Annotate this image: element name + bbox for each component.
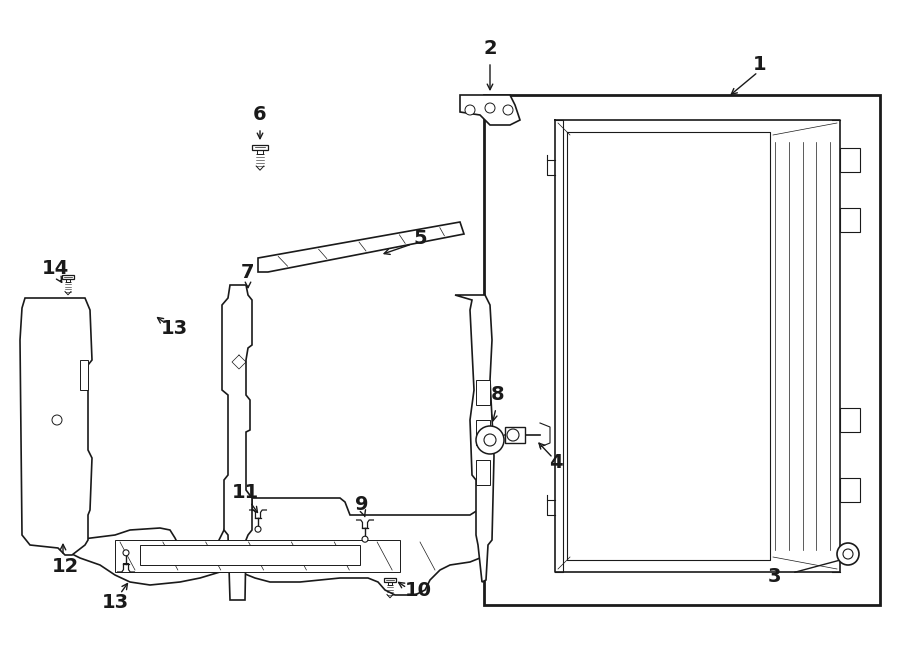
Bar xyxy=(140,545,360,565)
Text: 11: 11 xyxy=(231,483,258,502)
Text: 8: 8 xyxy=(491,385,505,404)
Bar xyxy=(252,145,267,150)
Circle shape xyxy=(837,543,859,565)
Circle shape xyxy=(484,434,496,446)
Circle shape xyxy=(123,550,129,556)
Text: 10: 10 xyxy=(404,581,431,600)
Text: 6: 6 xyxy=(253,105,266,124)
Bar xyxy=(840,148,860,172)
Circle shape xyxy=(465,105,475,115)
Circle shape xyxy=(255,526,261,532)
Text: 1: 1 xyxy=(753,56,767,75)
Text: 2: 2 xyxy=(483,38,497,58)
Circle shape xyxy=(503,105,513,115)
Polygon shape xyxy=(460,95,520,125)
Bar xyxy=(484,95,880,605)
Circle shape xyxy=(52,415,62,425)
Bar xyxy=(505,427,525,443)
Text: 12: 12 xyxy=(51,557,78,575)
Polygon shape xyxy=(222,285,252,600)
Text: 13: 13 xyxy=(102,592,129,612)
Polygon shape xyxy=(455,295,494,582)
Circle shape xyxy=(843,549,853,559)
Circle shape xyxy=(485,103,495,113)
Circle shape xyxy=(507,429,519,441)
Polygon shape xyxy=(20,298,92,555)
Bar xyxy=(384,578,396,582)
Text: 5: 5 xyxy=(413,228,427,248)
Circle shape xyxy=(476,426,504,454)
Bar xyxy=(115,540,400,572)
Text: 14: 14 xyxy=(41,258,68,277)
Circle shape xyxy=(362,536,368,542)
Bar xyxy=(840,478,860,502)
Bar xyxy=(476,460,490,485)
Bar xyxy=(840,208,860,232)
Bar xyxy=(62,275,74,279)
Text: 13: 13 xyxy=(160,318,187,338)
Bar xyxy=(840,408,860,432)
Polygon shape xyxy=(258,222,464,272)
Text: 4: 4 xyxy=(549,453,562,471)
Text: 7: 7 xyxy=(241,263,255,281)
Text: 3: 3 xyxy=(767,567,781,585)
Bar xyxy=(80,360,88,390)
Text: 9: 9 xyxy=(356,495,369,514)
Bar xyxy=(476,380,490,405)
Polygon shape xyxy=(65,490,484,595)
Bar xyxy=(476,420,490,445)
